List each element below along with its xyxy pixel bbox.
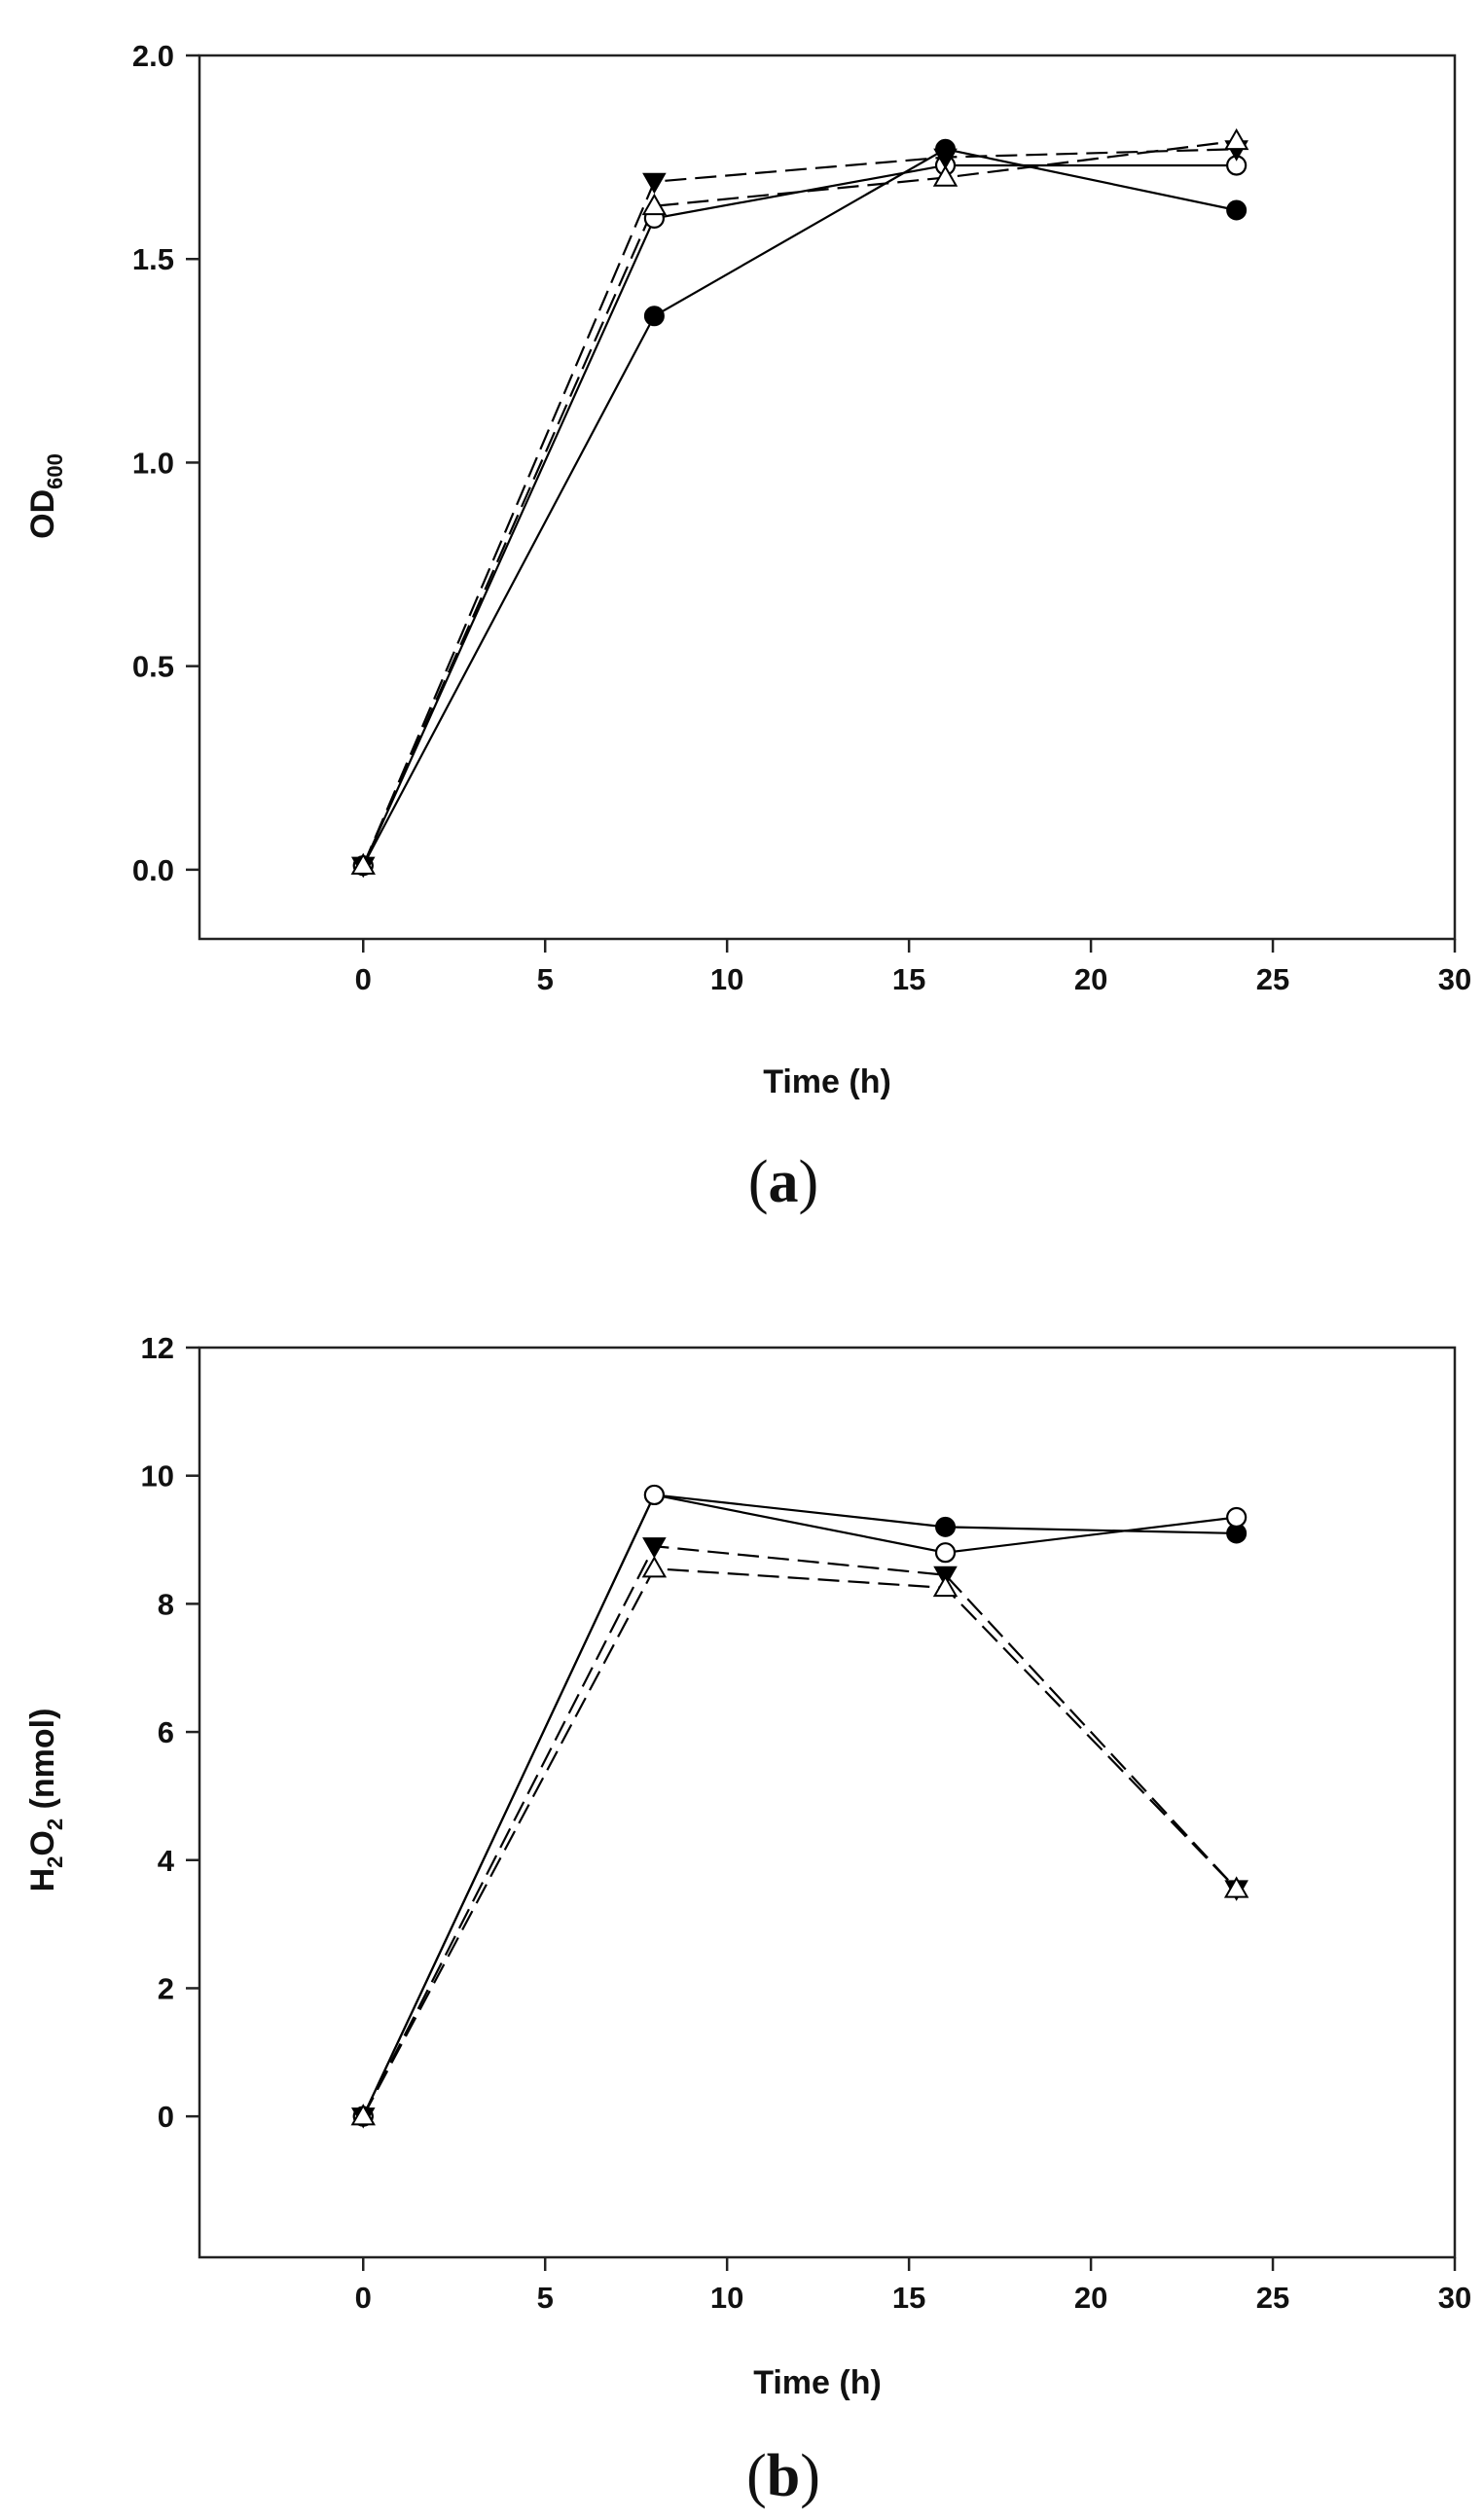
y-tick-label: 2 [158,1971,174,2005]
series-2-line [362,1494,1237,2117]
x-tick-label: 10 [710,962,743,996]
x-tick-label: 15 [892,2281,925,2315]
y-tick-label: 12 [141,1331,174,1365]
series-4-point [932,1574,959,1598]
y-axis-title-main: OD [24,489,61,539]
x-tick-label: 5 [537,962,554,996]
y-tick-label: 0.5 [132,650,174,684]
y-tick-label: 1.5 [132,242,174,276]
x-axis-title: Time (h) [753,2364,882,2401]
y-tick-label: 4 [158,1844,175,1878]
x-axis-title: Time (h) [763,1063,891,1100]
x-tick-label: 10 [710,2281,743,2315]
y-axis-title: H2O2 (nmol) [24,1709,67,1892]
series-4-point [1223,1876,1249,1898]
x-tick-label: 0 [355,2281,372,2315]
y-tick-label: 0 [158,2100,174,2134]
series-2-point [1226,1506,1248,1529]
series-3-point [642,172,667,195]
x-tick-label: 30 [1438,962,1471,996]
y-axis-title-subscript: 2 [43,1856,67,1868]
y-axis-title-subscript: 600 [43,453,67,489]
series-2-point [643,1484,665,1506]
series-4-point [932,164,959,187]
x-tick-label: 20 [1074,2281,1107,2315]
series-4-point [350,852,376,875]
y-axis-title-unit: (nmol) [24,1709,61,1818]
y-tick-label: 8 [158,1587,174,1621]
y-tick-label: 0.0 [132,853,174,887]
y-axis-title-subscript: 2 [43,1818,67,1830]
series-1-point [643,306,665,327]
series-3-line [362,148,1237,867]
plot-area-frame [198,54,1457,941]
chart-panel-a: 0 5 10 15 20 25 30 0.0 0.5 1.0 1.5 2.0 Time (h) OD6… [24,39,1471,1215]
y-tick-label: 6 [158,1715,174,1749]
x-tick-label: 30 [1438,2281,1471,2315]
panel-label-b: (b) [746,2443,820,2509]
y-tick-label: 1.0 [132,446,174,480]
series-1-line [362,148,1237,867]
y-axis-title-o: O [24,1830,61,1855]
series-4-point [641,193,668,216]
x-tick-label: 25 [1256,962,1289,996]
plot-area-frame [198,1346,1457,2259]
series-4-point [641,1556,668,1578]
series-1-point [1226,199,1248,221]
y-tick-label: 2.0 [132,39,174,73]
y-tick-label: 10 [141,1459,174,1494]
series-3-line [362,1544,1238,2117]
series-3-point [933,148,958,170]
series-2-point [934,1542,957,1564]
x-tick-label: 20 [1074,962,1107,996]
x-tick-label: 25 [1256,2281,1289,2315]
series-1-point [935,1516,957,1537]
series-4-point [350,2104,376,2126]
x-tick-label: 0 [355,962,372,996]
panel-label-a: (a) [748,1149,818,1215]
series-4-line [362,139,1237,867]
x-tick-label: 5 [537,2281,554,2315]
series-4-line [362,1567,1238,2117]
series-4-point [1223,127,1249,151]
x-tick-label: 15 [892,962,925,996]
y-axis-title-h: H [24,1868,61,1892]
y-axis-title: OD600 [24,453,67,539]
series-2-line [362,163,1237,867]
series-1-line [362,1494,1237,2117]
series-3-point [642,1537,667,1559]
